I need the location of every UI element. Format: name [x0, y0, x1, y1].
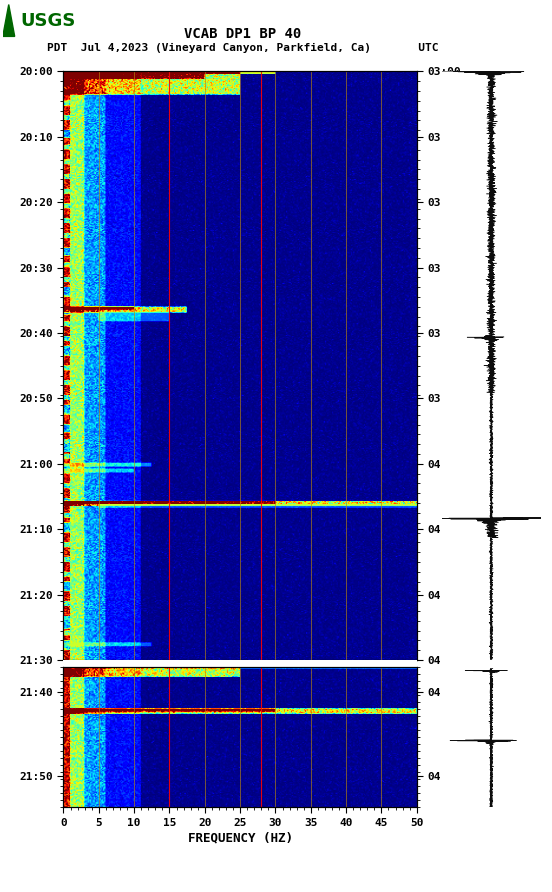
Bar [442, 660, 541, 667]
Polygon shape [3, 4, 15, 37]
Text: PDT  Jul 4,2023 (Vineyard Canyon, Parkfield, Ca)       UTC: PDT Jul 4,2023 (Vineyard Canyon, Parkfie… [47, 43, 439, 53]
Text: USGS: USGS [20, 12, 76, 29]
Text: VCAB DP1 BP 40: VCAB DP1 BP 40 [184, 27, 301, 41]
X-axis label: FREQUENCY (HZ): FREQUENCY (HZ) [188, 832, 293, 845]
